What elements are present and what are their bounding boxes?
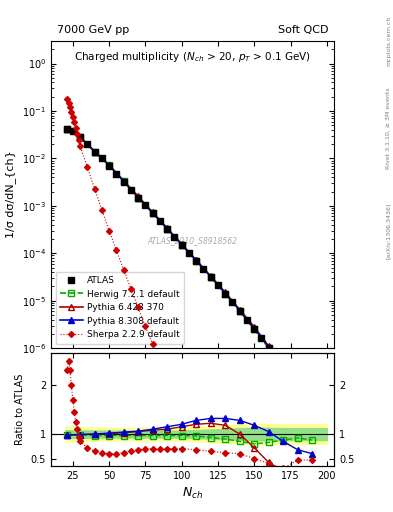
Y-axis label: 1/σ dσ/dN_{ch}: 1/σ dσ/dN_{ch} — [6, 151, 17, 239]
Legend: ATLAS, Herwig 7.2.1 default, Pythia 6.428 370, Pythia 8.308 default, Sherpa 2.2.: ATLAS, Herwig 7.2.1 default, Pythia 6.42… — [55, 271, 184, 344]
Text: Soft QCD: Soft QCD — [278, 25, 329, 35]
Text: [arXiv:1306.3436]: [arXiv:1306.3436] — [386, 202, 391, 259]
Text: Charged multiplicity ($N_{ch}$ > 20, $p_{T}$ > 0.1 GeV): Charged multiplicity ($N_{ch}$ > 20, $p_… — [74, 50, 311, 64]
Text: ATLAS_2010_S8918562: ATLAS_2010_S8918562 — [147, 236, 238, 245]
Text: Rivet 3.1.10, ≥ 3M events: Rivet 3.1.10, ≥ 3M events — [386, 87, 391, 169]
Y-axis label: Ratio to ATLAS: Ratio to ATLAS — [15, 374, 25, 445]
X-axis label: $N_{ch}$: $N_{ch}$ — [182, 486, 203, 501]
Text: 7000 GeV pp: 7000 GeV pp — [57, 25, 129, 35]
Text: mcplots.cern.ch: mcplots.cern.ch — [386, 16, 391, 66]
